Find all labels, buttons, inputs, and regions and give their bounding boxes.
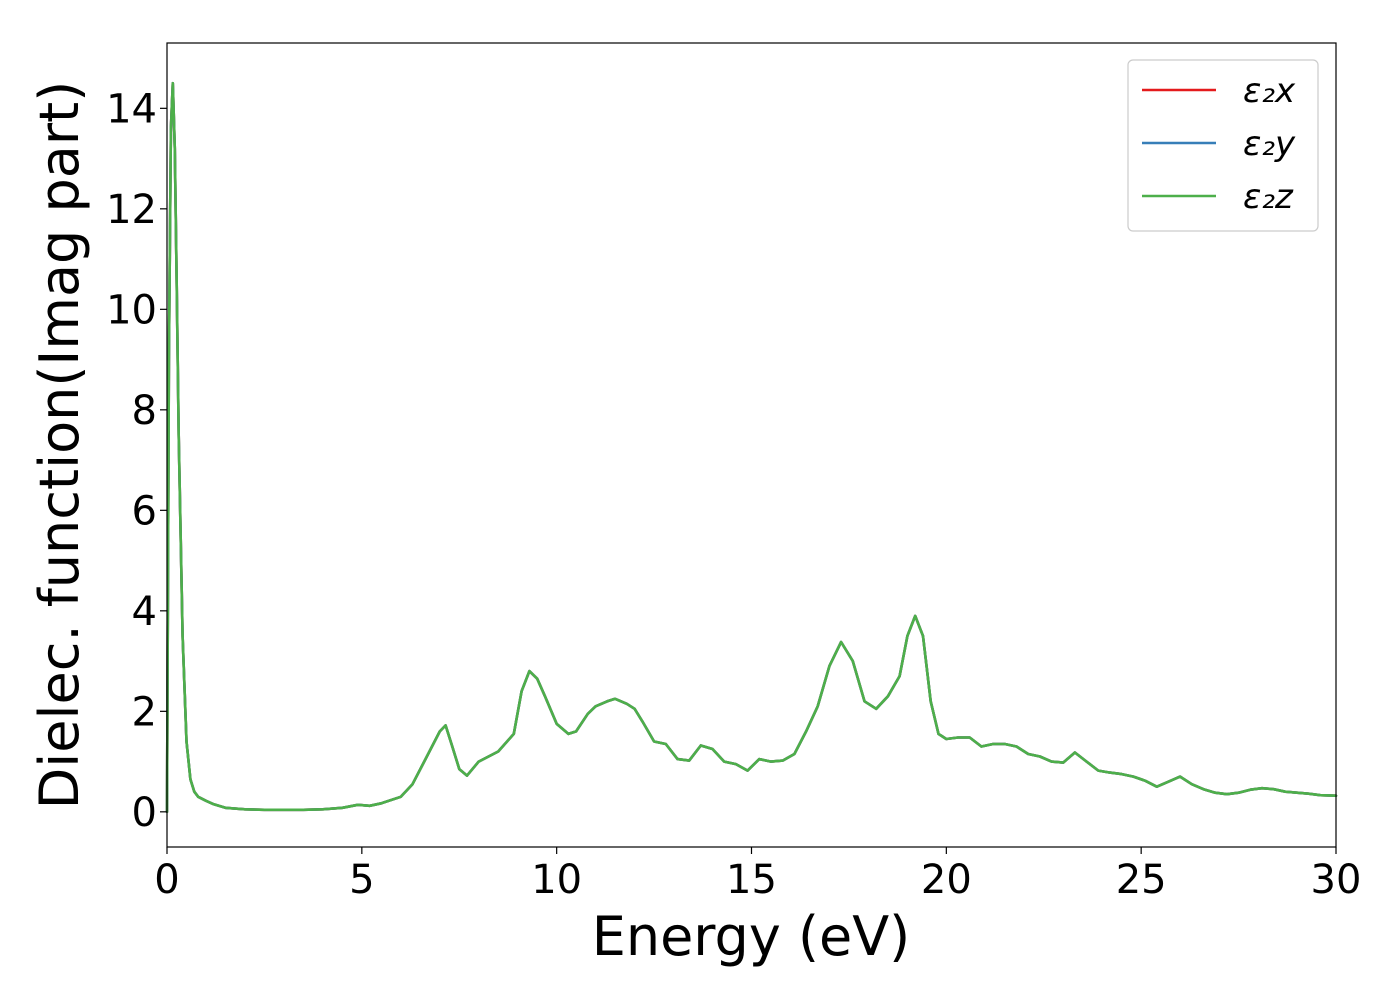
y-tick-label: 0: [132, 790, 157, 836]
y-tick-label: 14: [106, 86, 157, 132]
x-tick-label: 15: [726, 857, 777, 903]
y-tick-label: 8: [132, 388, 157, 434]
series-layer: [165, 81, 1338, 814]
x-tick-label: 20: [921, 857, 972, 903]
x-tick-label: 0: [154, 857, 179, 903]
y-axis-title: Dielec. function(Imag part): [28, 81, 91, 810]
y-tick-label: 6: [132, 488, 157, 534]
y-tick-label: 10: [106, 287, 157, 333]
legend-label-0: ε₂x: [1243, 71, 1296, 111]
legend-label-2: ε₂z: [1243, 177, 1294, 217]
y-tick-label: 12: [106, 187, 157, 233]
x-tick-label: 5: [349, 857, 374, 903]
tick-layer: 0 5 10 15 20 25 30 0 2 4 6 8 10 12 14: [106, 86, 1361, 903]
x-tick-label: 25: [1116, 857, 1167, 903]
x-tick-label: 30: [1311, 857, 1362, 903]
y-tick-label: 2: [132, 689, 157, 735]
y-tick-label: 4: [132, 589, 157, 635]
legend: ε₂x ε₂y ε₂z: [1127, 59, 1319, 232]
x-axis-title: Energy (eV): [592, 905, 911, 968]
legend-box: [1127, 59, 1319, 232]
legend-label-1: ε₂y: [1243, 124, 1296, 164]
x-tick-label: 10: [531, 857, 582, 903]
series-line-2: [165, 81, 1338, 814]
